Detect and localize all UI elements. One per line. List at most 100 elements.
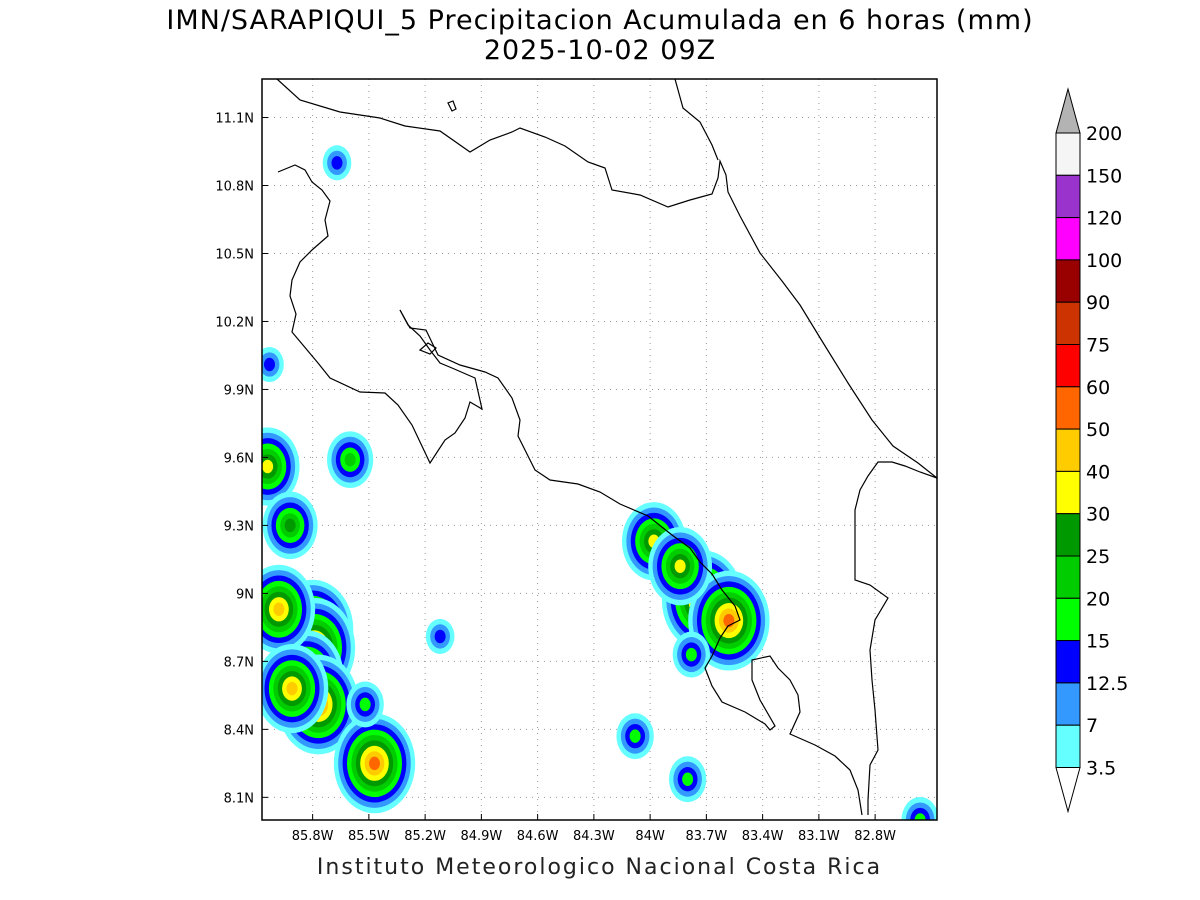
footer-credit: Instituto Meteorologico Nacional Costa R… [316,855,883,880]
precip-contour [331,156,343,170]
colorbar-label: 12.5 [1086,673,1128,695]
colorbar-bottom-arrow [1055,767,1081,814]
colorbar-label: 25 [1086,546,1110,568]
lon-tick-label: 83.7W [685,829,727,844]
precip-contour [286,681,298,696]
colorbar-segment [1055,513,1081,557]
precip-cell [648,527,713,606]
map-frame [261,78,938,821]
colorbar-label: 50 [1086,419,1110,441]
colorbar-label: 100 [1086,250,1122,272]
coastline-north [276,79,937,479]
colorbar-label: 60 [1086,377,1110,399]
colorbar-label: 20 [1086,588,1110,610]
small-island [447,100,457,112]
lon-tick-label: 84.6W [517,829,559,844]
lon-tick-label: 83.4W [742,829,784,844]
precip-cell [262,564,316,654]
precip-cell [346,681,384,728]
coastline-pacific-north [277,164,483,465]
precip-contour [434,629,446,644]
precip-contour [359,697,371,712]
precip-contour [682,772,694,786]
precip-contour [344,452,356,467]
precip-contour [674,559,686,573]
lat-tick-label: 9.3N [224,519,254,534]
lake-island [418,342,437,355]
lon-tick-label: 84.9W [460,829,502,844]
panama-border [854,461,937,815]
precip-cell [668,756,707,803]
lat-tick-label: 10.5N [215,247,254,262]
lat-tick-label: 11.1N [215,112,254,127]
precip-cell [616,713,654,760]
colorbar-segment [1055,597,1081,642]
colorbar-segment [1055,428,1081,472]
precip-contour [369,756,380,771]
colorbar-segment [1055,259,1081,303]
map-subtitle: 2025-10-02 09Z [483,35,717,66]
colorbar-label: 30 [1086,504,1110,526]
lon-tick-label: 83.1W [798,829,840,844]
precip-contour [685,647,697,662]
lon-tick-label: 84W [635,829,665,844]
precip-cell [901,797,937,820]
colorbar-label: 90 [1086,292,1110,314]
colorbar-top-arrow [1055,87,1081,134]
lat-tick-label: 8.1N [224,791,254,806]
coastline-northeast [674,79,719,161]
colorbar-label: 40 [1086,461,1110,483]
precip-cell [262,491,318,560]
precip-contour [914,813,926,820]
lon-tick-label: 85.2W [404,829,446,844]
precipitation-field [262,145,937,820]
precip-contour [262,459,274,474]
colorbar-segment [1055,724,1081,769]
lat-tick-label: 8.4N [224,723,254,738]
precip-cell [322,145,352,181]
colorbar-label: 3.5 [1086,758,1116,780]
precip-contour [264,357,275,372]
colorbar-label: 15 [1086,631,1110,653]
colorbar-segment [1055,301,1081,346]
colorbar-segment [1055,682,1081,726]
colorbar-segment [1055,217,1081,261]
colorbar-segment [1055,174,1081,219]
lon-tick-label: 85.8W [292,829,334,844]
colorbar-label: 200 [1086,123,1122,145]
precip-contour [284,518,296,533]
precip-cell [262,346,284,383]
axis-ticks: 85.8W 85.5W 85.2W 84.9W 84.6W 84.3W 84W 83.7W 83… [215,112,896,844]
lon-tick-label: 82.8W [854,829,896,844]
colorbar-label: 150 [1086,165,1122,187]
colorbar-segment [1055,132,1081,176]
coastlines [276,79,937,816]
colorbar-segment [1055,640,1081,684]
gulf-nicoya-coast [399,309,863,816]
precip-cell [262,644,329,734]
precip-cell [262,427,300,506]
precip-cell [333,713,416,814]
colorbar-segment [1055,344,1081,388]
lon-tick-label: 84.3W [573,829,615,844]
lat-tick-label: 9.6N [224,451,254,466]
lat-tick-label: 9.9N [224,383,254,398]
lat-tick-label: 8.7N [224,655,254,670]
precip-contour [273,602,285,617]
map-title: IMN/SARAPIQUI_5 Precipitacion Acumulada … [166,5,1034,36]
colorbar-label: 75 [1086,335,1110,357]
precip-cell [672,631,711,678]
lon-tick-label: 85.5W [348,829,390,844]
colorbar: 3.5 7 12.5 15 20 25 30 40 50 60 75 90 100 120 150 200 [1055,87,1128,814]
colorbar-label: 120 [1086,208,1122,230]
precip-cell [327,431,374,489]
colorbar-segment [1055,555,1081,599]
precip-contour [629,729,641,743]
precip-cell [425,618,455,654]
colorbar-segment [1055,470,1081,515]
lat-tick-label: 9N [236,587,254,602]
lat-tick-label: 10.8N [215,180,254,195]
lat-tick-label: 10.2N [215,315,254,330]
colorbar-segment [1055,386,1081,430]
